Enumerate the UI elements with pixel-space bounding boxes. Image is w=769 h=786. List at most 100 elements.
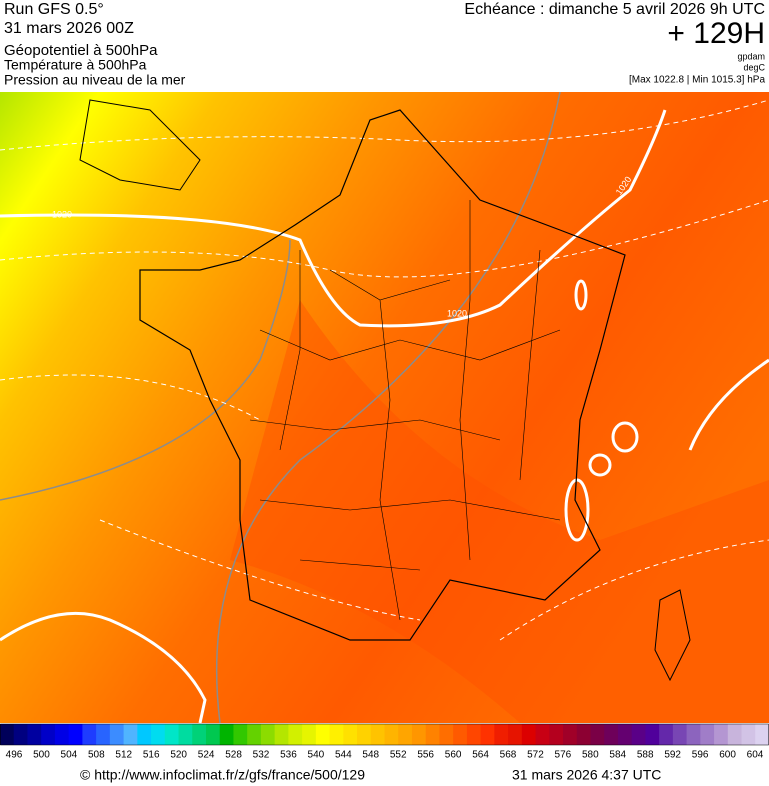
colorbar-swatch xyxy=(521,724,537,745)
colorbar-swatch xyxy=(535,724,550,745)
map: 1020 1020 1020 xyxy=(0,92,769,723)
unit: degC xyxy=(743,62,765,72)
colorbar-swatch xyxy=(714,724,729,745)
isobar-label: 1020 xyxy=(447,308,467,318)
colorbar-swatch xyxy=(96,724,111,745)
colorbar-tick-label: 524 xyxy=(198,750,215,761)
colorbar-swatch xyxy=(508,724,523,745)
colorbar-swatch xyxy=(617,724,633,745)
colorbar-tick-label: 576 xyxy=(555,750,572,761)
colorbar-swatch xyxy=(151,724,166,745)
colorbar-swatch xyxy=(480,724,495,745)
variable: Température à 500hPa xyxy=(4,57,147,73)
colorbar-swatch xyxy=(563,724,578,745)
colorbar-tick-label: 596 xyxy=(692,750,709,761)
colorbar-tick-label: 516 xyxy=(143,750,160,761)
coastline xyxy=(79,99,201,191)
colorbar-tick-label: 496 xyxy=(6,750,23,761)
colorbar-swatch xyxy=(13,724,28,745)
colorbar-swatch xyxy=(302,724,317,745)
colorbar-tick-label: 584 xyxy=(609,750,626,761)
colorbar-tick-label: 564 xyxy=(472,750,489,761)
colorbar-swatch xyxy=(260,724,276,745)
isobar xyxy=(611,421,639,453)
colorbar-swatch xyxy=(123,724,138,745)
colorbar-tick-label: 544 xyxy=(335,750,352,761)
colorbar-swatch xyxy=(741,724,756,745)
colorbar-tick-label: 536 xyxy=(280,750,297,761)
colorbar-swatch xyxy=(164,724,180,745)
colorbar-swatch xyxy=(398,724,413,745)
pressure-range: [Max 1022.8 | Min 1015.3] hPa xyxy=(629,75,765,86)
colorbar-swatch xyxy=(631,724,646,745)
colorbar-swatch xyxy=(109,724,125,745)
colorbar-swatch xyxy=(54,724,70,745)
colorbar-swatch xyxy=(315,724,331,745)
colorbar-swatch xyxy=(82,724,97,745)
colorbar-swatch xyxy=(0,724,15,745)
colorbar-swatch xyxy=(755,724,769,745)
isobar xyxy=(688,358,769,451)
unit: gpdam xyxy=(737,51,765,61)
colorbar-tick-label: 528 xyxy=(225,750,242,761)
colorbar-tick-label: 556 xyxy=(417,750,434,761)
colorbar-tick-label: 512 xyxy=(115,750,132,761)
colorbar-swatch xyxy=(672,724,688,745)
geopotential-line xyxy=(0,99,769,641)
colorbar-swatch xyxy=(192,724,207,745)
lead-time: + 129H xyxy=(667,17,765,50)
colorbar-swatch xyxy=(205,724,221,745)
colorbar-tick-label: 548 xyxy=(362,750,379,761)
isobar-label: 1020 xyxy=(52,209,72,219)
colorbar-swatch xyxy=(425,724,440,745)
isotherm xyxy=(215,92,561,723)
colorbar-swatch xyxy=(357,724,372,745)
map-background xyxy=(0,92,769,723)
colorbar-swatch xyxy=(576,724,591,745)
colorbar-swatch xyxy=(219,724,234,745)
colorbar-tick-label: 504 xyxy=(61,750,78,761)
colorbar-tick-label: 500 xyxy=(33,750,50,761)
colorbar-swatch xyxy=(727,724,743,745)
variable: Géopotentiel à 500hPa xyxy=(4,42,158,59)
colorbar-tick-label: 588 xyxy=(637,750,654,761)
forecast-time: Echéance : dimanche 5 avril 2026 9h UTC xyxy=(464,1,765,18)
isobar xyxy=(0,611,207,723)
colorbar-swatch xyxy=(466,724,482,745)
colorbar-swatch xyxy=(494,724,509,745)
corsica-outline xyxy=(654,589,691,682)
colorbar-swatch xyxy=(411,724,427,745)
department-borders xyxy=(249,200,561,621)
colorbar-tick-label: 568 xyxy=(500,750,517,761)
colorbar-tick-label: 532 xyxy=(253,750,270,761)
colorbar-swatch xyxy=(288,724,303,745)
run-date: 31 mars 2026 00Z xyxy=(4,20,134,37)
colorbar-swatch xyxy=(590,724,605,745)
isobar xyxy=(564,478,590,542)
colorbar-swatch xyxy=(370,724,385,745)
colorbar-swatch xyxy=(233,724,248,745)
colorbar-swatch xyxy=(247,724,262,745)
colorbar-tick-label: 552 xyxy=(390,750,407,761)
colorbar-swatch xyxy=(604,724,619,745)
country-outline xyxy=(139,109,626,641)
isobar xyxy=(0,109,667,328)
isobar xyxy=(588,453,612,477)
colorbar-swatch xyxy=(439,724,454,745)
colorbar-swatch xyxy=(549,724,564,745)
run-label: Run GFS 0.5° xyxy=(4,1,104,18)
source-url: © http://www.infoclimat.fr/z/gfs/france/… xyxy=(80,767,365,783)
variable: Pression au niveau de la mer xyxy=(4,72,186,88)
colorbar-swatch xyxy=(384,724,399,745)
colorbar-swatch xyxy=(700,724,715,745)
colorbar-swatch xyxy=(137,724,152,745)
colorbar-tick-label: 604 xyxy=(747,750,764,761)
colorbar-swatch xyxy=(27,724,42,745)
colorbar-swatch xyxy=(274,724,289,745)
isotherm xyxy=(0,239,291,501)
colorbar-swatch xyxy=(659,724,674,745)
colorbar: 496 500 504 508 512 516 520 524 528 532 536 540 544 5… xyxy=(0,723,769,761)
colorbar-tick-label: 572 xyxy=(527,750,544,761)
colorbar-swatch xyxy=(329,724,344,745)
